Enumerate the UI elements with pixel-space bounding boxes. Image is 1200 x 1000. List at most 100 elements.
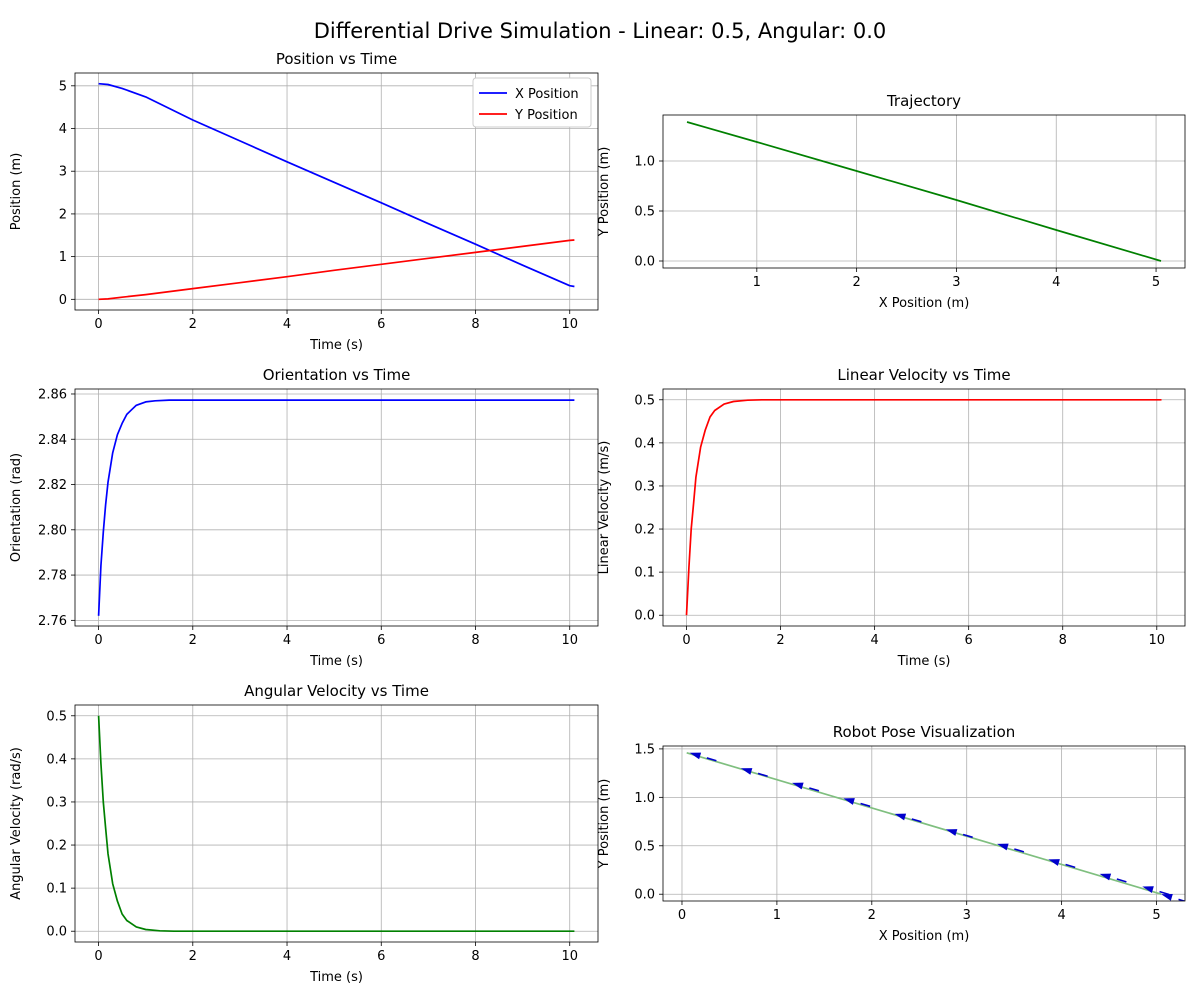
legend: X Position Y Position xyxy=(472,77,592,128)
y-axis-label: Orientation (rad) xyxy=(9,453,24,562)
pose-arrow-shaft xyxy=(853,800,871,808)
y-tick-label: 0.2 xyxy=(634,523,655,538)
axes-frame xyxy=(662,388,1186,627)
orientation-chart: 0 2 4 6 8 10 2.76 2.78 2.80 2.82 2.84 2.86 Orientati… xyxy=(9,366,599,669)
y-tick-label: 0.1 xyxy=(634,566,655,581)
pose-arrow-shaft xyxy=(802,785,820,792)
x-tick-label: 0 xyxy=(682,633,690,648)
y-tick-label: 1.0 xyxy=(634,791,655,806)
x-tick-label: 2 xyxy=(189,633,197,648)
x-position-series-line xyxy=(98,82,575,288)
y-tick-label: 2.76 xyxy=(38,614,67,629)
x-tick-label: 6 xyxy=(377,317,385,332)
pose-arrow-head xyxy=(1142,886,1154,893)
x-tick-label: 4 xyxy=(1052,275,1060,290)
chart-title: Linear Velocity vs Time xyxy=(837,366,1010,384)
y-tick-label: 0.5 xyxy=(634,205,655,220)
y-tick-label: 1 xyxy=(59,250,67,265)
x-axis-label: Time (s) xyxy=(897,654,951,669)
trajectory-chart: 1 2 3 4 5 0.0 0.5 1.0 Trajectory X Position (m) Y … xyxy=(597,92,1186,311)
plot-area xyxy=(686,121,1162,262)
x-tick-label: 6 xyxy=(377,633,385,648)
x-tick-label: 10 xyxy=(1149,633,1166,648)
x-tick-label: 8 xyxy=(1059,633,1067,648)
x-tick-label: 2 xyxy=(776,633,784,648)
y-tick-label: 2.80 xyxy=(38,523,67,538)
y-tick-label: 0.4 xyxy=(46,752,67,767)
x-tick-label: 2 xyxy=(189,317,197,332)
axes-frame xyxy=(662,114,1186,269)
y-axis-label: Position (m) xyxy=(9,153,24,231)
x-tick-label: 8 xyxy=(471,633,479,648)
x-tick-label: 1 xyxy=(773,908,781,923)
x-tick-label: 2 xyxy=(852,275,860,290)
x-tick-label: 6 xyxy=(965,633,973,648)
y-tick-label: 2.82 xyxy=(38,478,67,493)
legend-label: Y Position xyxy=(514,108,578,123)
y-tick-label: 0.1 xyxy=(46,882,67,897)
y-position-series-line xyxy=(98,239,575,301)
chart-title: Position vs Time xyxy=(276,50,397,68)
axes-frame xyxy=(74,72,599,311)
x-tick-label: 3 xyxy=(952,275,960,290)
plot-area xyxy=(97,399,575,616)
x-tick-label: 5 xyxy=(1152,275,1160,290)
pose-arrow-head xyxy=(997,843,1009,851)
x-tick-label: 0 xyxy=(94,949,102,964)
y-axis-label: Y Position (m) xyxy=(597,147,612,238)
x-tick-label: 4 xyxy=(1057,908,1065,923)
axes-frame xyxy=(74,388,599,627)
y-axis-label: Angular Velocity (rad/s) xyxy=(9,747,24,900)
y-tick-label: 0.5 xyxy=(634,393,655,408)
y-tick-label: 0.0 xyxy=(634,888,655,903)
x-axis-label: X Position (m) xyxy=(879,296,970,311)
pose-arrow-shaft xyxy=(904,816,922,823)
axes-frame xyxy=(74,704,599,943)
x-tick-label: 10 xyxy=(561,949,578,964)
x-tick-label: 0 xyxy=(94,633,102,648)
pose-arrow-shaft xyxy=(1171,896,1185,901)
plot-area xyxy=(686,751,1185,901)
x-tick-label: 8 xyxy=(471,949,479,964)
x-tick-label: 4 xyxy=(283,317,291,332)
x-tick-label: 3 xyxy=(963,908,971,923)
y-tick-label: 1.5 xyxy=(634,742,655,757)
y-axis-label: Y Position (m) xyxy=(597,779,612,870)
y-tick-label: 2 xyxy=(59,207,67,222)
x-axis-label: Time (s) xyxy=(309,654,363,669)
linear_velocity-series-line xyxy=(685,398,1162,616)
pose-arrow-head xyxy=(1048,859,1060,866)
pose-arrow-head xyxy=(1099,873,1112,881)
y-tick-label: 0.5 xyxy=(46,709,67,724)
x-tick-label: 4 xyxy=(283,949,291,964)
y-tick-label: 4 xyxy=(59,122,67,137)
chart-title: Robot Pose Visualization xyxy=(833,723,1016,741)
pose-arrow-shaft xyxy=(1152,888,1170,896)
x-tick-label: 10 xyxy=(561,317,578,332)
y-tick-label: 5 xyxy=(59,79,67,94)
position-chart: 0 2 4 6 8 10 0 1 2 3 4 5 Position vs Time Time (s) Pos… xyxy=(9,50,599,353)
chart-title: Orientation vs Time xyxy=(263,366,411,384)
pose-arrow-shaft xyxy=(1007,846,1025,853)
pose-arrow-head xyxy=(945,829,958,836)
y-tick-label: 0.3 xyxy=(634,479,655,494)
pose-arrow-head xyxy=(792,782,804,790)
y-tick-label: 0.5 xyxy=(634,839,655,854)
x-tick-label: 2 xyxy=(868,908,876,923)
pose-arrow-shaft xyxy=(751,770,768,778)
pose-arrow-shaft xyxy=(1109,876,1127,883)
linear_velocity-chart: 0 2 4 6 8 10 0.0 0.1 0.2 0.3 0.4 0.5 Linear Velocity… xyxy=(597,366,1186,669)
pose-arrow-shaft xyxy=(956,831,973,839)
pose-chart: 0 1 2 3 4 5 0.0 0.5 1.0 1.5 Robot Pose Visualizati… xyxy=(597,723,1186,944)
plot-area xyxy=(98,82,575,301)
x-tick-label: 0 xyxy=(94,317,102,332)
y-tick-label: 2.78 xyxy=(38,569,67,584)
x-axis-label: Time (s) xyxy=(309,970,363,985)
x-tick-label: 6 xyxy=(377,949,385,964)
x-axis-label: Time (s) xyxy=(309,338,363,353)
figure-title: Differential Drive Simulation - Linear: … xyxy=(314,19,887,43)
trajectory-series-line xyxy=(686,121,1162,262)
pose-arrow-head xyxy=(1161,894,1173,901)
y-tick-label: 0.3 xyxy=(46,795,67,810)
